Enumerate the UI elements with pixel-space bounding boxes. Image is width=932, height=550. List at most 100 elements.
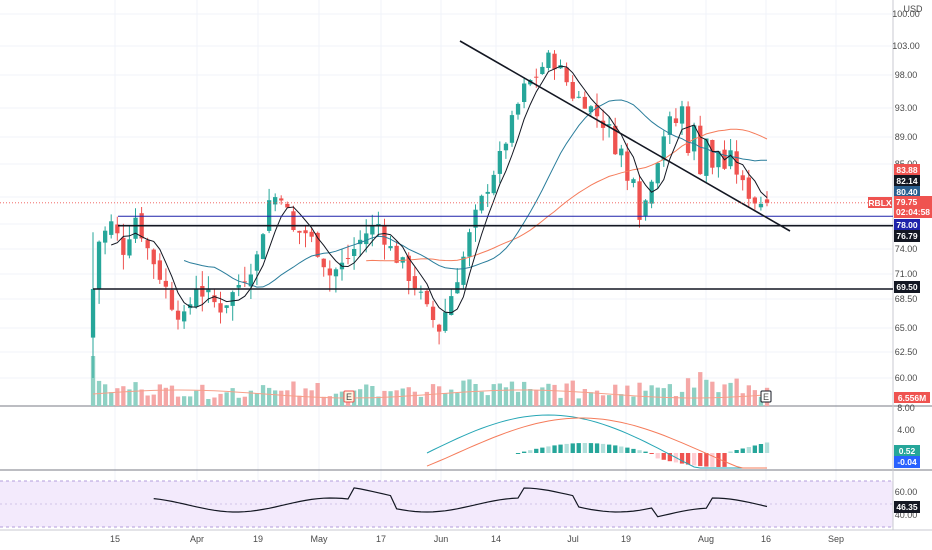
candle-body [643,200,648,216]
candle-body [734,151,739,175]
volume-bar [370,386,375,406]
volume-bar [376,396,381,406]
volume-bar [503,387,509,406]
volume-bar [752,390,757,406]
volume-bar [297,395,302,406]
candle-body [388,246,393,249]
volume-bar [291,381,296,406]
macd-tick-label: 8.00 [897,403,915,413]
candle-body [613,125,618,155]
candle-body [455,282,460,294]
macd-histogram-bar [540,447,545,453]
price-badge-last-bg [894,196,932,218]
macd-histogram-bar [649,453,654,454]
rsi-tick-label: 60.00 [895,487,918,497]
candle-body [297,230,302,233]
macd-histogram-bar [685,453,691,465]
volume-bar [90,356,96,406]
candle-body [315,232,320,257]
volume-bar [728,382,733,406]
macd-histogram-bar [764,442,770,453]
candle-body [151,249,156,265]
candle-body [424,290,430,305]
volume-bar [157,384,162,406]
candle-body [625,151,630,181]
volume-bar [673,396,679,406]
candle-body [546,52,551,68]
candle-body [121,237,126,255]
volume-bar [582,389,587,406]
volume-bar [710,381,715,406]
time-tick-label: Apr [190,534,204,544]
symbol-badge-bg [868,197,892,208]
volume-bar [649,385,654,406]
volume-bar [218,393,223,406]
candle-body [163,280,168,287]
volume-badge: 6.556M [894,392,930,403]
earnings-marker-box [343,390,355,403]
candle-body [200,286,205,297]
candle-body [637,181,642,220]
volume-bar [619,394,624,406]
macd-histogram-bar [752,445,757,453]
candle-body [758,203,764,208]
macd-histogram-bar [643,451,648,453]
candle-body [418,291,424,293]
price-badge-80-40-text: 80.40 [896,187,918,197]
macd-histogram-bar [758,444,764,453]
candle-body [534,76,539,78]
candle-body [248,274,253,287]
time-tick-label: 14 [491,534,501,544]
volume-bar [212,397,217,406]
volume-badge-bg [894,392,930,403]
candle-body [364,233,369,245]
time-tick-label: 19 [253,534,263,544]
volume-bar [522,381,527,406]
macd-histogram-bar [734,450,739,453]
price-badge-countdown: 02:04:58 [896,207,930,217]
volume-bar [333,393,339,406]
candle-body [704,138,709,176]
macd-tick-label: 4.00 [897,425,915,435]
macd-histogram-bar [637,450,642,453]
candle-body [479,195,484,211]
price-tick-label: 65.00 [895,323,918,333]
candle-body [619,148,624,156]
candle-body [540,66,545,74]
macd-histogram-bar [746,447,751,453]
candle-body [242,281,247,283]
candle-body [327,268,332,276]
macd-line [426,414,767,469]
volume-bar [667,384,672,406]
volume-bar [194,390,199,406]
candle-body [764,199,770,203]
volume-bar [175,396,181,406]
volume-bar [169,385,175,406]
price-tick-label: 68.50 [895,294,918,304]
volume-bar [455,392,460,406]
macd-histogram-bar [716,453,721,467]
time-tick-label: Sep [828,534,844,544]
volume-bar [546,383,551,406]
volume-bar [230,388,235,406]
price-badge-78-00-text: 78.00 [896,220,918,230]
volume-bar [613,384,618,406]
price-badge-69-50-bg [894,281,920,293]
volume-bar [248,390,253,406]
time-tick-label: Aug [698,534,714,544]
candle-body [564,67,569,83]
candle-body [236,285,241,288]
candle-body [509,115,515,143]
volume-bar [267,387,272,406]
volume-bar [315,383,320,406]
candle-body [570,82,575,99]
candle-body [412,276,417,289]
volume-bar [115,388,120,406]
candle-body [491,174,496,194]
candle-body [685,106,691,153]
candle-body [169,290,175,310]
volume-bar [127,389,132,406]
price-tick-label: 103.00 [892,41,920,51]
